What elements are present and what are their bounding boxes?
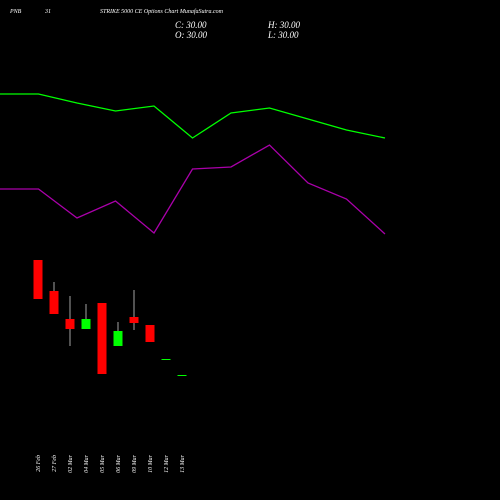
x-tick-label: 27 Feb: [52, 455, 58, 472]
x-tick-label: 02 Mar: [68, 454, 74, 472]
candle-body: [97, 303, 107, 374]
chart-title: STRIKE 5000 CE Options Chart MunafaSutra…: [100, 8, 224, 15]
open-info: O: 30.00: [175, 30, 207, 40]
x-tick-label: 12 Mar: [164, 454, 170, 472]
x-tick-label: 13 Mar: [180, 454, 186, 472]
x-tick-label: 05 Mar: [100, 454, 106, 472]
x-tick-label: 09 Mar: [132, 454, 138, 472]
candle-body: [177, 375, 187, 376]
x-tick-label: 26 Feb: [36, 455, 42, 472]
candle-body: [113, 331, 123, 346]
high-info: H: 30.00: [267, 20, 300, 30]
candle-body: [33, 260, 43, 299]
close-info: C: 30.00: [175, 20, 207, 30]
candle-body: [49, 291, 59, 314]
date-code: 31: [44, 9, 51, 15]
candle-body: [161, 359, 171, 360]
candle-body: [129, 317, 139, 323]
low-info: L: 30.00: [267, 30, 299, 40]
candle-body: [81, 319, 91, 329]
indicator-line: [0, 93, 386, 139]
candle-body: [145, 325, 155, 342]
x-tick-label: 04 Mar: [83, 454, 90, 472]
indicator-line: [0, 144, 386, 235]
x-tick-label: 10 Mar: [148, 454, 154, 472]
candle-body: [65, 319, 75, 329]
x-tick-label: 06 Mar: [116, 454, 122, 472]
symbol: PNB: [9, 9, 22, 15]
